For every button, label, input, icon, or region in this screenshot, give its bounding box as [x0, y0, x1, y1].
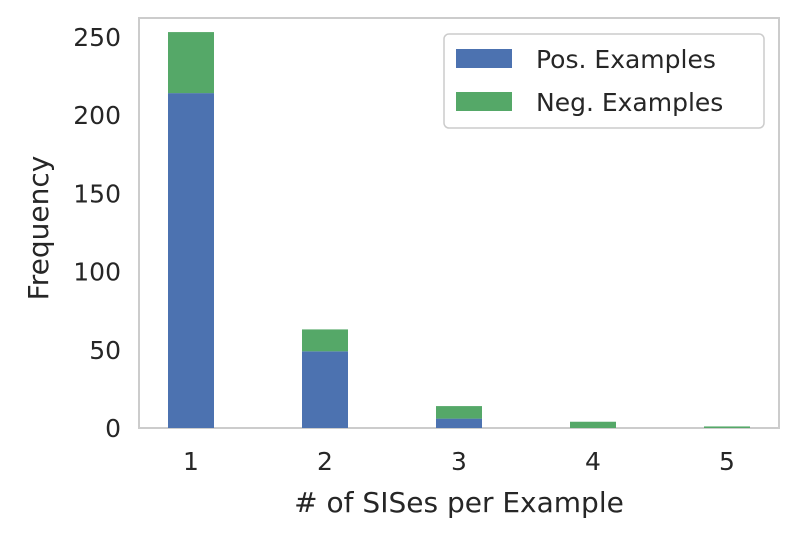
y-tick-label: 150 [73, 179, 121, 208]
x-tick-label: 4 [585, 447, 601, 476]
legend-label-neg: Neg. Examples [536, 88, 723, 117]
bar-pos-3 [436, 418, 482, 428]
y-tick-labels: 0 50 100 150 200 250 [73, 23, 121, 443]
bar-pos-2 [302, 351, 348, 428]
legend-swatch-neg [456, 92, 512, 111]
y-axis-label: Frequency [22, 156, 55, 301]
y-tick-label: 250 [73, 23, 121, 52]
bar-neg-4 [570, 421, 616, 428]
bar-pos-1 [168, 93, 214, 428]
legend: Pos. Examples Neg. Examples [443, 33, 765, 129]
bar-neg-5 [704, 426, 750, 428]
y-tick-label: 200 [73, 101, 121, 130]
bar-neg-3 [436, 406, 482, 419]
x-tick-label: 5 [719, 447, 735, 476]
legend-swatch-pos [456, 49, 512, 68]
bar-neg-1 [168, 32, 214, 94]
x-axis-label: # of SISes per Example [294, 486, 624, 519]
y-tick-label: 0 [105, 414, 121, 443]
x-tick-label: 3 [451, 447, 467, 476]
x-tick-label: 1 [183, 447, 199, 476]
legend-label-pos: Pos. Examples [536, 45, 716, 74]
x-tick-labels: 1 2 3 4 5 [183, 447, 735, 476]
bar-neg-2 [302, 329, 348, 352]
legend-box [443, 33, 765, 129]
y-tick-label: 50 [89, 336, 121, 365]
bars-group [168, 32, 750, 428]
y-tick-label: 100 [73, 258, 121, 287]
x-tick-label: 2 [317, 447, 333, 476]
